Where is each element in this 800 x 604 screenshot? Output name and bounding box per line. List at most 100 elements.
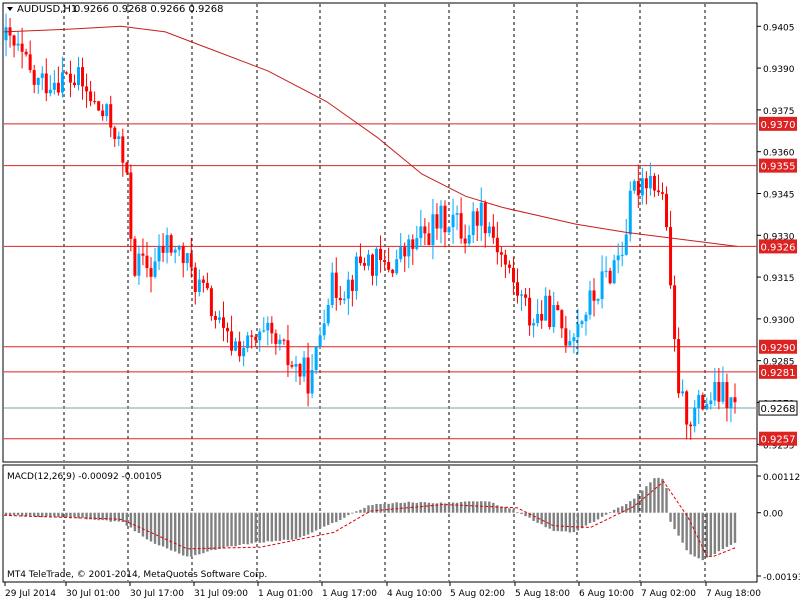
candle-body [181,245,185,264]
macd-histogram-bar [379,504,382,513]
candle-body [121,136,125,163]
macd-histogram-bar [226,512,229,547]
candle-body [660,192,664,194]
macd-histogram-bar [4,512,8,516]
candle-body [544,295,548,321]
candle-body [636,181,640,196]
macd-histogram-bar [202,512,205,554]
candle-body [455,213,459,215]
time-axis-label: 5 Aug 02:00 [450,589,505,599]
candle-body [685,391,689,425]
macd-histogram-bar [588,512,592,524]
candle-body [596,299,600,301]
macd-histogram-bar [560,512,564,532]
macd-histogram-bar [480,501,483,513]
candle-body [439,205,443,229]
candle-body [564,328,568,346]
candle-body [693,407,697,427]
macd-histogram-bar [177,512,181,554]
candle-body [16,43,20,46]
candle-body [431,214,435,246]
dropdown-arrow-icon[interactable] [7,7,13,11]
candle-body [238,341,242,357]
macd-histogram-bar [447,502,451,513]
macd-histogram-bar [580,512,584,529]
candle-body [258,331,262,341]
candle-body [528,297,532,326]
macd-histogram-bar [343,512,346,518]
macd-histogram-bar [717,512,721,552]
candle-body [48,89,52,94]
macd-histogram-bar [431,503,435,513]
candle-body [68,73,72,83]
level-label: 0.9281 [761,368,796,379]
candle-body [729,397,733,409]
macd-histogram-bar [427,502,431,513]
macd-histogram-bar [705,512,708,558]
candle-body [89,91,93,102]
level-label-bg [759,431,797,446]
macd-histogram-bar [649,482,652,513]
time-axis-label: 1 Aug 01:00 [258,589,313,599]
candle-body [338,297,342,301]
macd-histogram-bar [214,512,217,550]
price-axis-label: 0.9405 [763,23,795,33]
chart-header[interactable]: AUDUSD,H1 0.9266 0.9268 0.9266 0.9268 [7,4,224,15]
candle-body [56,82,60,93]
macd-pane[interactable]: 0.00112 0.00 -0.00193 MACD(12,26,9) -0.000… [2,464,800,583]
macd-histogram-bar [407,501,410,513]
time-axis-label: 29 Jul 2014 [5,589,56,599]
level-label-bg [759,116,797,131]
macd-histogram-bar [101,512,104,521]
candle-body [234,341,238,351]
macd-histogram-bar [198,512,201,555]
time-axis-label: 30 Jul 01:00 [66,589,120,599]
level-label: 0.9326 [761,242,796,253]
macd-pane-frame [2,464,758,583]
macd-histogram-bar [484,501,487,513]
candle-body [161,246,165,253]
candle-body [427,233,431,246]
candle-body [101,110,105,117]
candle-body [40,73,44,78]
candle-body [560,310,564,329]
candle-body [371,254,375,276]
macd-histogram-bar [129,512,133,528]
level-label: 0.9370 [761,120,796,131]
macd-histogram-bar [117,512,120,522]
candle-body [64,72,68,74]
candle-body [665,193,669,228]
candle-body [697,394,701,408]
macd-histogram-bar [657,477,660,513]
macd-histogram-bar [685,512,688,551]
macd-histogram-bar [351,512,354,514]
macd-histogram-bar [359,509,362,513]
candle-body [572,337,576,342]
price-axis-label: 0.9360 [763,149,795,159]
main-horizontal-levels [4,123,757,440]
macd-histogram-bar [169,512,173,551]
candle-body [193,267,197,293]
price-axis-label: 0.9345 [763,190,795,200]
candle-body [93,101,97,103]
price-axis-label: 0.9285 [763,358,795,368]
candle-body [487,226,491,234]
macd-histogram-bar [157,512,161,546]
candle-body [443,205,447,233]
macd-histogram-bar [137,512,141,533]
candle-body [552,305,556,327]
candle-body [274,333,278,344]
macd-histogram-bar [242,512,245,545]
macd-histogram-bar [681,512,684,543]
main-price-pane[interactable]: 0.94050.93900.93750.93600.93450.93300.93… [2,2,798,463]
macd-histogram-bar [552,512,555,531]
macd-histogram-bar [173,512,177,552]
candle-body [423,226,427,234]
macd-histogram-bar [182,512,185,556]
macd-histogram-bar [528,512,531,518]
candle-body [584,314,588,322]
time-axis-label: 31 Jul 09:00 [194,589,248,599]
current-price-tag-bg [758,400,798,416]
